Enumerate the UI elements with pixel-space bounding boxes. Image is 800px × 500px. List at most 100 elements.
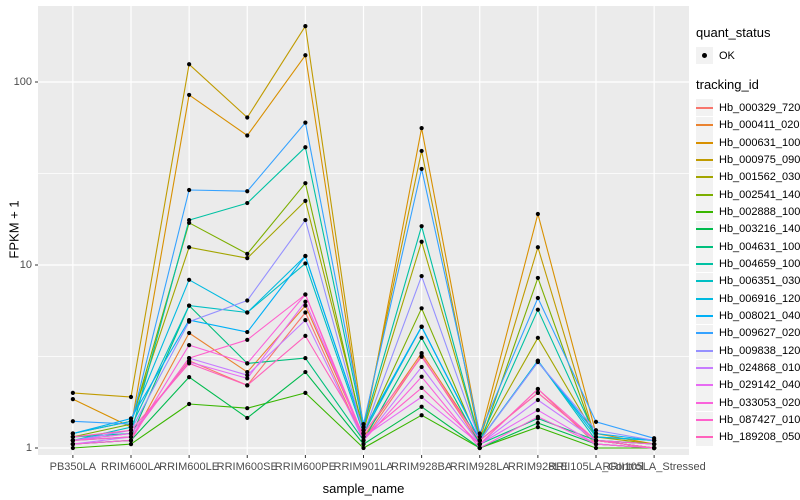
data-point (303, 369, 308, 375)
x-tick-label: RRII105LA_Control (548, 461, 644, 473)
data-point (361, 431, 366, 436)
legend-line-icon (696, 210, 713, 213)
legend-item-label: Hb_004659_100 (719, 257, 800, 270)
data-point (245, 376, 250, 381)
data-point (303, 333, 308, 338)
data-point (245, 115, 250, 120)
data-point (419, 394, 424, 400)
data-point (361, 422, 366, 427)
data-point (245, 298, 250, 303)
legend-item-Hb_087427_010: Hb_087427_010 (696, 411, 800, 429)
legend-line-icon (696, 436, 713, 439)
legend-key-box (696, 116, 713, 134)
data-point (535, 211, 540, 217)
legend-key-box (696, 203, 713, 221)
legend-item-label: OK (719, 49, 735, 62)
data-point (303, 261, 308, 266)
x-tick-label: RRIM600PE (274, 461, 336, 473)
legend-item-Hb_029142_040: Hb_029142_040 (696, 376, 800, 394)
legend-item-Hb_006916_120: Hb_006916_120 (696, 290, 800, 308)
data-point (535, 414, 540, 419)
data-point (419, 385, 424, 391)
legend-item-label: Hb_006916_120 (719, 292, 800, 305)
data-point (652, 445, 657, 451)
data-point (419, 224, 424, 229)
legend-item-Hb_006351_030: Hb_006351_030 (696, 272, 800, 290)
legend-key-box (696, 376, 713, 394)
legend-item-Hb_189208_050: Hb_189208_050 (696, 428, 800, 446)
data-point (593, 442, 599, 447)
legend-line-icon (696, 228, 713, 231)
data-point (303, 53, 308, 58)
data-point (128, 434, 134, 439)
x-tick-label: RRIM928BA (391, 461, 453, 473)
data-point (128, 422, 134, 427)
data-point (245, 406, 250, 411)
data-point (303, 390, 308, 396)
data-point (652, 442, 657, 447)
data-point (477, 445, 482, 451)
legend-line-icon (696, 158, 713, 161)
legend-item-Hb_000329_720: Hb_000329_720 (696, 99, 800, 117)
legend-key-box (696, 168, 713, 186)
data-point (361, 428, 366, 433)
legend-item-label: Hb_006351_030 (719, 275, 800, 288)
data-point (477, 434, 482, 439)
data-point (419, 335, 424, 340)
data-point (187, 217, 192, 223)
legend-item-label: Hb_024868_010 (719, 362, 800, 374)
legend-item-Hb_009838_120: Hb_009838_120 (696, 342, 800, 360)
x-axis-title: sample_name (322, 481, 405, 496)
data-point (245, 200, 250, 206)
data-point (303, 198, 308, 204)
legend-key-box (696, 394, 713, 412)
legend-title-quant-status: quant_status (696, 25, 771, 40)
data-point (419, 125, 424, 131)
data-point (70, 390, 75, 396)
legend-item-Hb_000411_020: Hb_000411_020 (696, 116, 800, 134)
legend-item-Hb_001562_030: Hb_001562_030 (696, 168, 800, 186)
legend-item-Hb_002888_100: Hb_002888_100 (696, 203, 800, 221)
legend-key-box (696, 359, 713, 377)
data-point (187, 62, 192, 67)
data-point (361, 438, 366, 443)
x-tick-label: RRIM600SE (216, 461, 278, 473)
legend-line-icon (696, 193, 713, 196)
legend-key-box (696, 220, 713, 238)
data-point (187, 361, 192, 366)
legend-line-icon (696, 176, 713, 179)
data-point (535, 359, 540, 365)
data-point (70, 438, 75, 443)
data-point (128, 442, 134, 447)
data-point (187, 187, 192, 193)
data-point (419, 273, 424, 279)
y-tick-label: 1 (25, 442, 32, 454)
data-point (361, 434, 366, 439)
legend-key-box (696, 238, 713, 256)
data-point (245, 383, 250, 388)
legend-line-icon (696, 124, 713, 127)
legend-line-icon (696, 262, 713, 265)
legend-line-icon (696, 401, 713, 404)
legend-title-tracking-id: tracking_id (696, 77, 759, 93)
data-point (303, 217, 308, 223)
data-point (477, 438, 482, 443)
x-tick-label: RRII105LA_Stressed (602, 461, 706, 473)
x-tick-label: RRIM600LA (101, 461, 161, 473)
data-point (187, 319, 192, 324)
data-point (128, 394, 134, 400)
data-point (419, 306, 424, 311)
legend-key-box (696, 411, 713, 429)
data-point (303, 303, 308, 308)
x-tick-label: RRIM928LA (449, 461, 510, 473)
legend-key-box (696, 324, 713, 342)
legend-item-label: Hb_033053_020 (719, 396, 800, 409)
legend-line-icon (696, 349, 713, 352)
data-point (303, 317, 308, 323)
legend-key-box (696, 99, 713, 117)
legend-item-Hb_000975_090: Hb_000975_090 (696, 151, 800, 169)
legend-key-box (696, 255, 713, 273)
y-tick-label: 100 (13, 76, 32, 88)
data-point (419, 364, 424, 370)
